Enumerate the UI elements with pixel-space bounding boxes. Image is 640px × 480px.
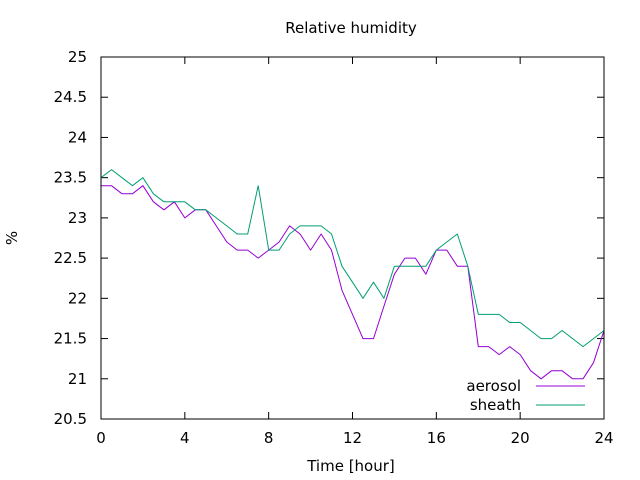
- y-tick-label: 22.5: [54, 249, 87, 267]
- axis-tick-labels: 0 4 8 12 16 20 24 20.5 21 21.5 22 22.5 23 23.5 24 24.5 2…: [54, 48, 614, 447]
- y-tick-label: 24: [68, 128, 87, 146]
- series-line-aerosol: [101, 185, 605, 380]
- x-tick-label: 4: [180, 429, 190, 447]
- y-tick-label: 23: [68, 209, 87, 227]
- y-tick-label: 20.5: [54, 410, 87, 428]
- y-tick-label: 21: [68, 370, 87, 388]
- axis-ticks: [100, 56, 605, 420]
- y-axis-label: %: [3, 231, 21, 245]
- chart-title: Relative humidity: [285, 19, 417, 37]
- series-line-sheath: [100, 169, 605, 348]
- y-tick-label: 22: [68, 289, 87, 307]
- x-tick-label: 0: [96, 429, 106, 447]
- y-tick-label: 23.5: [54, 169, 87, 187]
- x-tick-label: 12: [343, 429, 362, 447]
- x-tick-label: 8: [264, 429, 274, 447]
- x-axis-label: Time [hour]: [306, 457, 395, 475]
- series-lines: [100, 169, 605, 380]
- x-tick-label: 20: [511, 429, 530, 447]
- y-tick-label: 21.5: [54, 330, 87, 348]
- y-tick-label: 24.5: [54, 88, 87, 106]
- plot-frame: [100, 56, 605, 420]
- x-tick-label: 16: [427, 429, 446, 447]
- x-tick-label: 24: [594, 429, 613, 447]
- legend-label-sheath: sheath: [470, 396, 521, 414]
- legend-label-aerosol: aerosol: [466, 377, 521, 395]
- y-tick-label: 25: [68, 48, 87, 66]
